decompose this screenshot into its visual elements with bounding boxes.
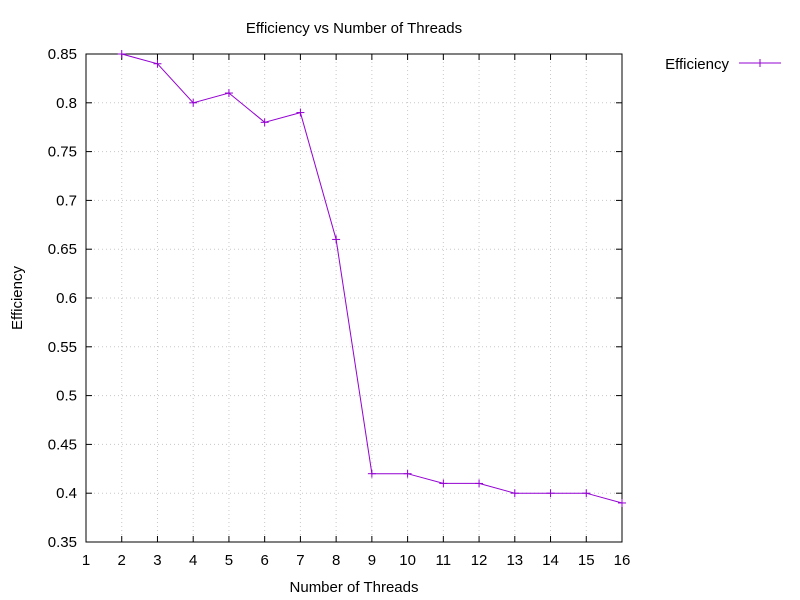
y-axis-label: Efficiency [9, 266, 26, 330]
y-tick-label: 0.7 [56, 192, 77, 209]
data-point [439, 479, 448, 488]
x-tick-label: 2 [118, 552, 126, 569]
y-tick-label: 0.6 [56, 290, 77, 307]
series-layer [117, 50, 626, 507]
data-point [332, 235, 341, 244]
x-tick-label: 13 [506, 552, 523, 569]
y-tick-label: 0.85 [48, 46, 77, 63]
x-tick-label: 8 [332, 552, 340, 569]
data-point [367, 469, 376, 478]
x-tick-label: 15 [578, 552, 595, 569]
plot-frame [85, 53, 623, 543]
legend-entry-efficiency: Efficiency [665, 56, 729, 73]
data-point [403, 469, 412, 478]
x-tick-label: 10 [399, 552, 416, 569]
data-point [189, 98, 198, 107]
data-point [582, 489, 591, 498]
x-tick-label: 3 [153, 552, 161, 569]
x-tick-label: 14 [542, 552, 559, 569]
y-tick-label: 0.65 [48, 241, 77, 258]
grid-layer [86, 54, 622, 542]
y-tick-label: 0.55 [48, 339, 77, 356]
data-point [618, 498, 626, 507]
data-point [153, 59, 162, 68]
x-tick-label: 1 [82, 552, 90, 569]
data-point [296, 108, 305, 117]
y-tick-labels: 0.35 0.4 0.45 0.5 0.55 0.6 0.65 0.7 0.75 0.8 0.85 [48, 46, 77, 551]
y-tick-label: 0.5 [56, 388, 77, 405]
chart-title: Efficiency vs Number of Threads [246, 20, 462, 37]
y-tick-label: 0.75 [48, 144, 77, 161]
y-tick-label: 0.4 [56, 485, 77, 502]
x-tick-label: 11 [436, 552, 452, 569]
legend-marker-efficiency [756, 59, 764, 67]
y-tick-label: 0.35 [48, 534, 77, 551]
x-tick-label: 6 [260, 552, 268, 569]
x-axis-label: Number of Threads [290, 579, 419, 596]
y-tick-label: 0.45 [48, 436, 77, 453]
data-point [260, 118, 269, 127]
data-point [510, 489, 519, 498]
x-tick-label: 12 [471, 552, 488, 569]
data-point [475, 479, 484, 488]
x-tick-label: 16 [614, 552, 631, 569]
data-point [224, 89, 233, 98]
legend: Efficiency [665, 56, 781, 73]
x-tick-labels: 1 2 3 4 5 6 7 8 9 10 11 12 13 14 15 16 [82, 552, 631, 569]
x-tick-label: 7 [296, 552, 304, 569]
x-tick-label: 9 [368, 552, 376, 569]
x-tick-label: 4 [189, 552, 197, 569]
data-point [546, 489, 555, 498]
y-tick-label: 0.8 [56, 95, 77, 112]
data-point [117, 50, 126, 58]
x-tick-label: 5 [225, 552, 233, 569]
